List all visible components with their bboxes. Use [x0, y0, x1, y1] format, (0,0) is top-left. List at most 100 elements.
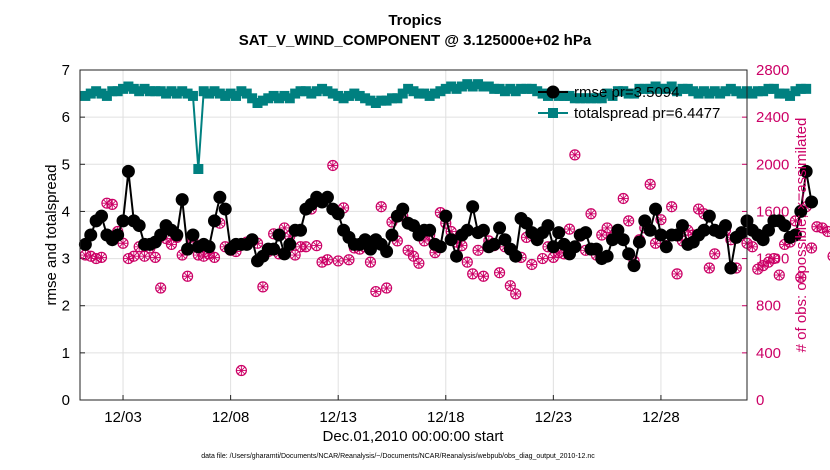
rmse-point [132, 219, 146, 233]
nposs-cross [650, 238, 661, 249]
totalspread-point [489, 83, 500, 94]
nposs-cross [403, 245, 414, 256]
rmse-point [670, 228, 684, 242]
nposs-cross [666, 201, 677, 212]
totalspread-point [403, 83, 414, 94]
totalspread-point [623, 88, 634, 99]
totalspread-point [586, 93, 597, 104]
nposs-cross [494, 267, 505, 278]
rmse-point [207, 214, 221, 228]
totalspread-point [290, 88, 301, 99]
nposs-point [563, 223, 576, 235]
nposs-point [413, 257, 425, 269]
totalspread-point [182, 88, 193, 99]
totalspread-point [381, 95, 392, 106]
totalspread-point [424, 90, 435, 101]
y-tick-label: 6 [62, 109, 70, 126]
totalspread-point [134, 86, 145, 97]
rmse-point [487, 237, 501, 251]
rmse-point [654, 228, 668, 242]
nposs-point [311, 240, 323, 252]
nposs-point [536, 252, 549, 265]
nposs-point [138, 250, 151, 262]
nposs-point [128, 250, 140, 262]
legend-totalspread-label: totalspread pr=6.4477 [574, 105, 720, 122]
totalspread-point [230, 90, 241, 101]
nposs-cross [693, 204, 704, 215]
totalspread-point [365, 95, 376, 106]
nposs-point [321, 254, 334, 266]
x-tick-label: 12/23 [535, 409, 573, 426]
totalspread-point [177, 86, 188, 97]
nposs-cross [623, 215, 634, 226]
totalspread-point [435, 86, 446, 97]
nposs-point [822, 225, 830, 238]
totalspread-point [596, 93, 607, 104]
nposs-cross [521, 232, 532, 243]
totalspread-point [96, 88, 107, 99]
nposs-point [526, 258, 538, 271]
y-tick-label: 2 [62, 298, 70, 315]
chart-title: Tropics [388, 12, 441, 29]
nposs-point [472, 244, 484, 256]
rmse-point [568, 240, 582, 254]
rmse-point [202, 240, 216, 254]
totalspread-point [376, 95, 387, 106]
totalspread-point [257, 95, 268, 106]
nposs-cross [317, 257, 328, 268]
totalspread-point [333, 90, 344, 101]
legend-rmse-marker [546, 85, 560, 99]
nposs-cross [462, 257, 473, 268]
rmse-point [444, 233, 458, 247]
rmse-point [380, 245, 394, 258]
nposs-cross [155, 283, 166, 294]
totalspread-point [91, 86, 102, 97]
x-tick-label: 12/13 [319, 409, 357, 426]
nposs-cross [564, 224, 575, 235]
totalspread-point [526, 83, 537, 94]
totalspread-point [510, 86, 521, 97]
rmse-point [331, 207, 345, 221]
totalspread-point [440, 83, 451, 94]
nposs-cross [446, 226, 457, 237]
rmse-point [272, 228, 286, 242]
totalspread-point [682, 83, 693, 94]
rmse-point [643, 223, 657, 237]
totalspread-point [677, 83, 688, 94]
totalspread-point [236, 86, 247, 97]
nposs-cross [526, 259, 537, 270]
totalspread-point [521, 83, 532, 94]
rmse-point [541, 219, 555, 233]
nposs-cross [198, 251, 209, 262]
nposs-cross [204, 248, 215, 259]
nposs-cross [795, 272, 806, 283]
rmse-point [320, 190, 334, 204]
totalspread-point [661, 83, 672, 94]
nposs-cross [408, 251, 419, 262]
rmse-point [385, 228, 399, 242]
nposs-point [106, 198, 118, 210]
totalspread-point [715, 88, 726, 99]
totalspread-point [128, 83, 139, 94]
totalspread-point [790, 86, 801, 97]
rmse-point [589, 242, 603, 256]
nposs-cross [704, 263, 715, 273]
nposs-cross [682, 225, 693, 236]
nposs-point [601, 222, 613, 234]
totalspread-point [268, 90, 279, 101]
y2-tick-label: 2400 [756, 109, 789, 126]
chart-subtitle: SAT_V_WIND_COMPONENT @ 3.125000e+02 hPa [239, 32, 592, 49]
nposs-cross [96, 252, 107, 263]
rmse-point [283, 237, 297, 251]
nposs-point [327, 159, 339, 172]
rmse-point [407, 219, 420, 233]
totalspread-point [118, 83, 129, 94]
rmse-point [277, 247, 291, 261]
rmse-point [552, 226, 566, 240]
rmse-point [659, 240, 673, 254]
rmse-point [186, 228, 200, 242]
totalspread-point [263, 93, 274, 104]
rmse-point [267, 242, 281, 256]
totalspread-point [386, 93, 397, 104]
rmse-point [460, 223, 474, 237]
